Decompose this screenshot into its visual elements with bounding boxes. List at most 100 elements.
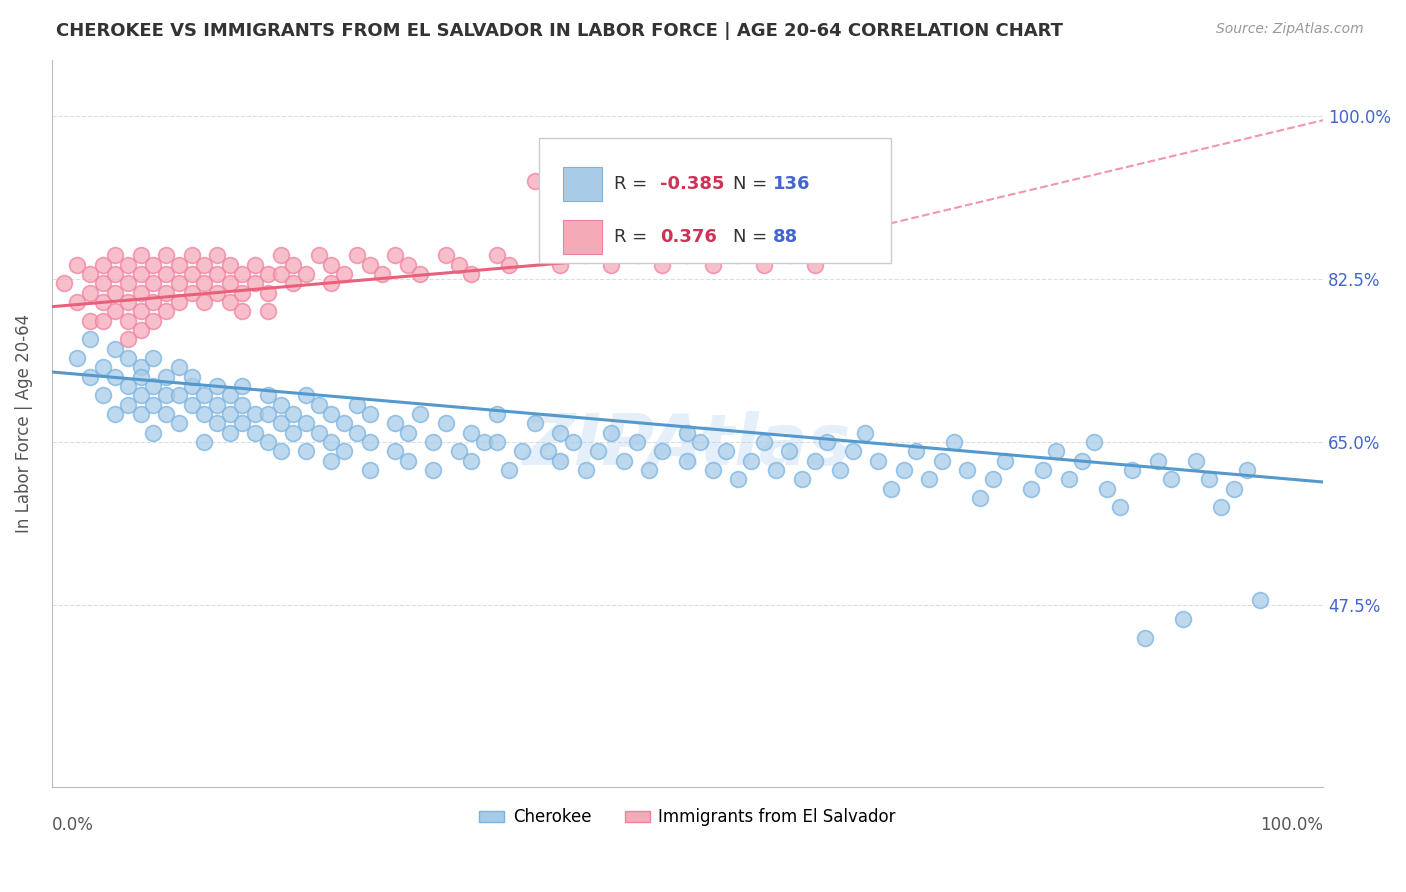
Text: ZIPAtlas: ZIPAtlas [523,410,852,480]
Point [167,417,190,431]
Point [243,277,266,291]
Point [396,258,419,272]
Text: 136: 136 [773,175,810,193]
Point [359,258,381,272]
Point [702,463,724,477]
Point [66,351,89,365]
Point [66,258,89,272]
Point [283,277,305,291]
Point [155,248,177,262]
Point [396,425,419,440]
Point [180,379,202,393]
Point [1160,472,1182,486]
Point [1133,631,1156,645]
Point [828,463,851,477]
Point [91,314,114,328]
Point [283,425,305,440]
Point [257,388,280,402]
Point [129,388,152,402]
Point [205,267,228,281]
Point [702,258,724,272]
Point [931,453,953,467]
Text: R =: R = [614,228,652,246]
Point [231,379,253,393]
Point [193,295,215,310]
Point [346,425,368,440]
Point [460,425,482,440]
Point [727,472,749,486]
Text: R =: R = [614,175,652,193]
Point [155,369,177,384]
Point [1223,482,1246,496]
Text: N =: N = [734,175,773,193]
Point [167,258,190,272]
Point [218,407,240,421]
Point [778,248,800,262]
Point [550,425,572,440]
Text: N =: N = [734,228,773,246]
Point [778,444,800,458]
Point [1095,482,1118,496]
Point [231,285,253,300]
Point [117,314,139,328]
Point [434,417,457,431]
Point [1173,612,1195,626]
Point [79,332,101,346]
Point [295,267,318,281]
Text: 88: 88 [773,228,797,246]
Point [117,398,139,412]
Point [384,248,406,262]
Point [815,434,838,449]
Point [384,444,406,458]
Point [167,360,190,375]
Point [243,407,266,421]
Point [129,248,152,262]
Point [651,444,673,458]
Point [1211,500,1233,515]
Point [321,407,343,421]
Point [765,463,787,477]
Point [969,491,991,505]
Point [1083,434,1105,449]
Point [575,463,598,477]
Point [218,295,240,310]
Point [193,277,215,291]
Point [651,258,673,272]
Point [333,267,356,281]
Point [270,444,292,458]
Point [562,434,585,449]
Point [142,295,165,310]
Point [321,258,343,272]
Point [117,258,139,272]
Point [295,444,318,458]
Point [994,453,1017,467]
Point [231,304,253,318]
Point [180,248,202,262]
Point [205,379,228,393]
Point [727,248,749,262]
Point [155,407,177,421]
Point [257,267,280,281]
Point [359,434,381,449]
Point [193,434,215,449]
Point [523,174,546,188]
Point [409,267,432,281]
Point [129,323,152,337]
Point [257,434,280,449]
Point [384,417,406,431]
Point [129,267,152,281]
Point [1045,444,1067,458]
Point [142,425,165,440]
Point [626,248,648,262]
Point [422,434,444,449]
Point [880,482,903,496]
Point [231,398,253,412]
Point [218,425,240,440]
Point [193,388,215,402]
Point [905,444,928,458]
Text: Source: ZipAtlas.com: Source: ZipAtlas.com [1216,22,1364,37]
Point [283,407,305,421]
Point [422,463,444,477]
Point [155,304,177,318]
Point [155,388,177,402]
